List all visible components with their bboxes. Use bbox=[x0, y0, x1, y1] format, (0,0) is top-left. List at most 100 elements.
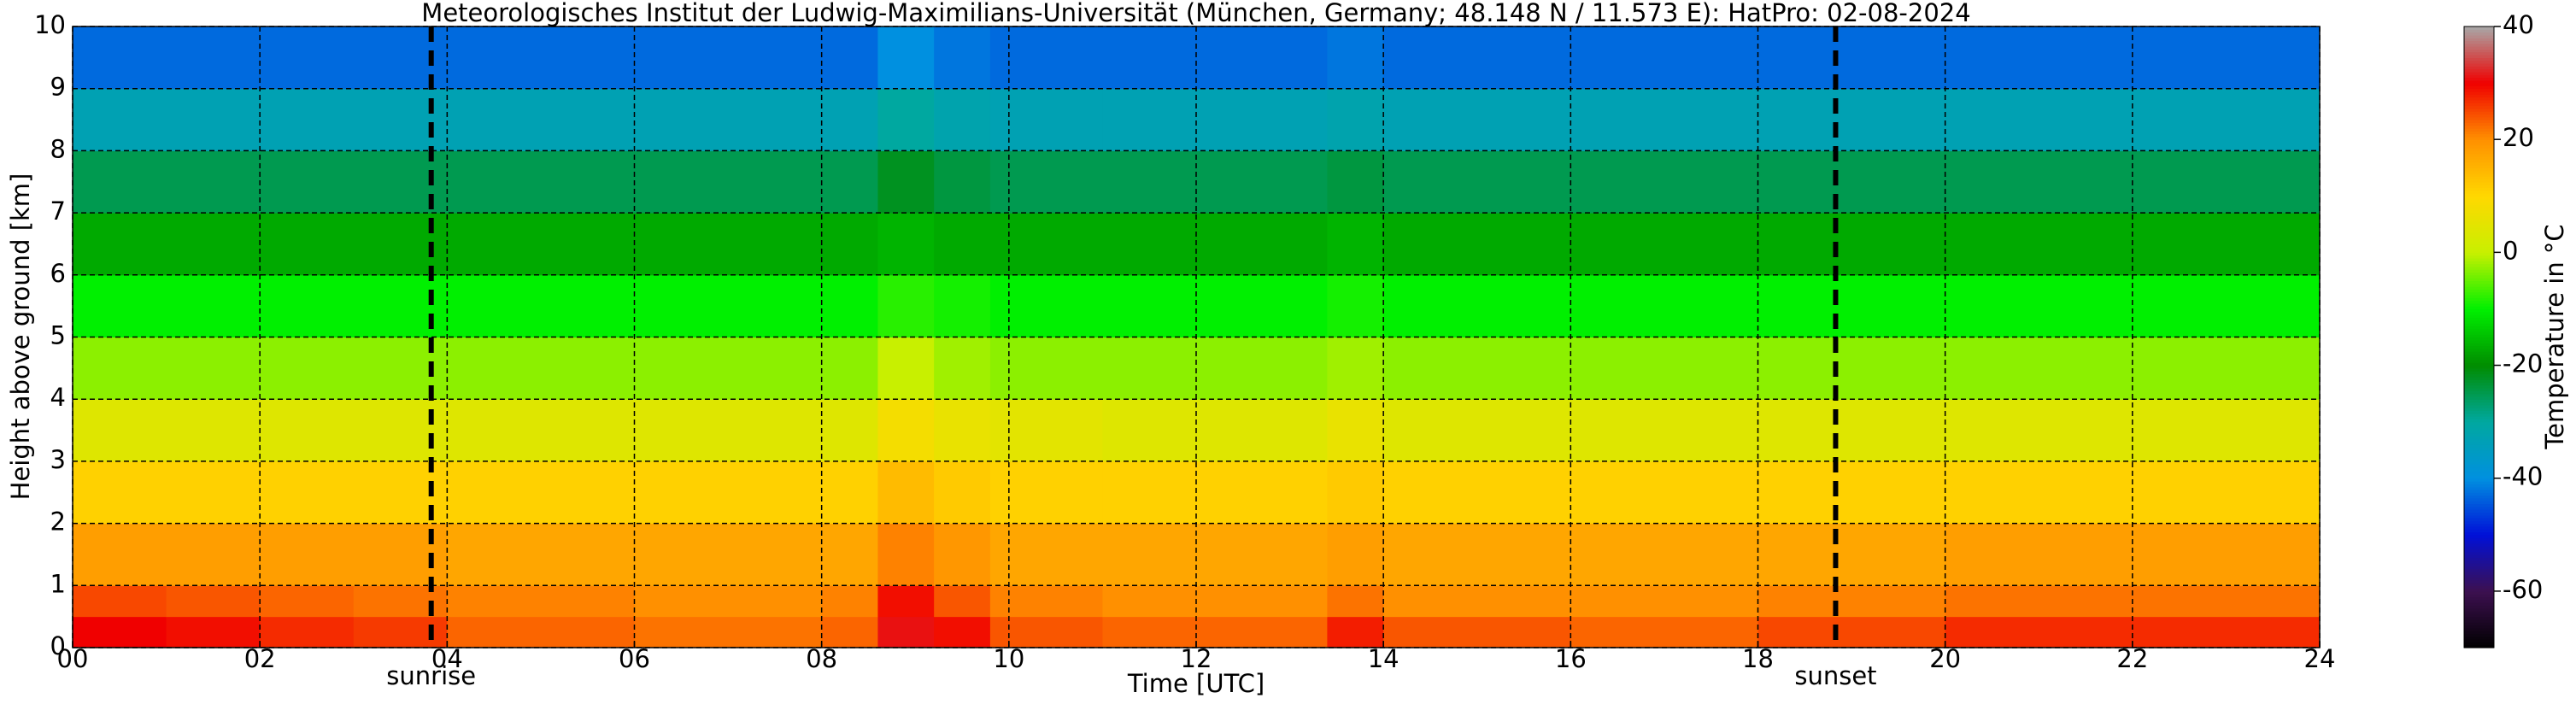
colorbar-segment bbox=[2464, 278, 2494, 282]
colorbar-segment bbox=[2464, 579, 2494, 584]
colorbar-segment bbox=[2464, 529, 2494, 533]
colorbar-tick-label: -40 bbox=[2503, 462, 2543, 491]
heatmap-cell bbox=[877, 585, 935, 618]
colorbar-segment bbox=[2464, 136, 2494, 140]
heatmap-cell bbox=[447, 150, 635, 214]
heatmap-cell bbox=[2132, 26, 2321, 90]
colorbar-segment bbox=[2464, 74, 2494, 79]
heatmap-cell bbox=[877, 461, 935, 525]
heatmap-cell bbox=[1102, 26, 1328, 90]
colorbar-segment bbox=[2464, 619, 2494, 623]
colorbar-segment bbox=[2464, 384, 2494, 389]
heatmap-cell bbox=[934, 461, 991, 525]
colorbar-segment bbox=[2464, 590, 2494, 595]
y-tick-label: 5 bbox=[50, 321, 66, 350]
colorbar-segment bbox=[2464, 540, 2494, 544]
heatmap-cell bbox=[260, 585, 355, 618]
colorbar-segment bbox=[2464, 568, 2494, 572]
heatmap-cell bbox=[1327, 461, 1384, 525]
colorbar-segment bbox=[2464, 582, 2494, 586]
colorbar-segment bbox=[2464, 616, 2494, 620]
colorbar-segment bbox=[2464, 289, 2494, 293]
colorbar-segment bbox=[2464, 525, 2494, 530]
colorbar-segment bbox=[2464, 66, 2494, 70]
heatmap-cell bbox=[260, 523, 355, 586]
x-tick-label: 14 bbox=[1368, 644, 1399, 673]
heatmap-cell bbox=[1383, 213, 1571, 276]
heatmap-cell bbox=[166, 523, 261, 586]
heatmap-cell bbox=[1327, 26, 1384, 90]
heatmap-cell bbox=[73, 150, 167, 214]
colorbar-segment bbox=[2464, 161, 2494, 166]
heatmap-cell bbox=[821, 523, 878, 586]
colorbar-segment bbox=[2464, 83, 2494, 86]
colorbar-segment bbox=[2464, 365, 2494, 369]
colorbar-segment bbox=[2464, 359, 2494, 363]
colorbar-segment bbox=[2464, 60, 2494, 64]
colorbar-segment bbox=[2464, 150, 2494, 155]
heatmap-cell bbox=[2132, 461, 2321, 525]
heatmap-cell bbox=[1327, 585, 1384, 618]
colorbar-segment bbox=[2464, 430, 2494, 434]
heatmap-cell bbox=[989, 337, 1103, 400]
colorbar-segment bbox=[2464, 602, 2494, 607]
heatmap-cell bbox=[877, 88, 935, 151]
colorbar-segment bbox=[2464, 255, 2494, 259]
colorbar-segment bbox=[2464, 503, 2494, 507]
colorbar-segment bbox=[2464, 633, 2494, 637]
colorbar-segment bbox=[2464, 49, 2494, 53]
heatmap-cell bbox=[877, 399, 935, 462]
heatmap-cell bbox=[1945, 399, 2133, 462]
x-tick-label: 06 bbox=[619, 644, 650, 673]
heatmap-cell bbox=[1945, 461, 2133, 525]
heatmap-cell bbox=[1102, 150, 1328, 214]
heatmap-cell bbox=[1945, 274, 2133, 337]
colorbar-segment bbox=[2464, 486, 2494, 490]
colorbar-segment bbox=[2464, 170, 2494, 174]
heatmap-cell bbox=[166, 616, 261, 648]
colorbar-segment bbox=[2464, 625, 2494, 629]
colorbar-segment bbox=[2464, 198, 2494, 202]
heatmap-cell bbox=[1327, 616, 1384, 648]
heatmap-cell bbox=[447, 399, 635, 462]
heatmap-cell bbox=[1383, 337, 1571, 400]
colorbar-segment bbox=[2464, 272, 2494, 276]
colorbar-tick-label: -60 bbox=[2503, 575, 2543, 604]
colorbar-segment bbox=[2464, 549, 2494, 553]
colorbar-segment bbox=[2464, 291, 2494, 296]
colorbar-segment bbox=[2464, 181, 2494, 185]
colorbar-segment bbox=[2464, 501, 2494, 505]
heatmap-cell bbox=[821, 399, 878, 462]
colorbar-segment bbox=[2464, 348, 2494, 352]
x-tick-label: 10 bbox=[993, 644, 1024, 673]
colorbar-segment bbox=[2464, 631, 2494, 635]
colorbar-segment bbox=[2464, 444, 2494, 448]
colorbar-segment bbox=[2464, 627, 2494, 631]
heatmap-cell bbox=[1757, 616, 1946, 648]
colorbar-segment bbox=[2464, 111, 2494, 115]
heatmap-cell bbox=[166, 213, 261, 276]
colorbar-segment bbox=[2464, 241, 2494, 245]
heatmap-cell bbox=[2132, 399, 2321, 462]
colorbar-segment bbox=[2464, 131, 2494, 135]
colorbar-segment bbox=[2464, 546, 2494, 549]
heatmap-cell bbox=[2132, 274, 2321, 337]
colorbar-segment bbox=[2464, 611, 2494, 614]
x-tick-label: 22 bbox=[2116, 644, 2148, 673]
colorbar-segment bbox=[2464, 523, 2494, 527]
colorbar-segment bbox=[2464, 40, 2494, 44]
colorbar-segment bbox=[2464, 639, 2494, 642]
colorbar-segment bbox=[2464, 187, 2494, 191]
heatmap-cell bbox=[634, 150, 823, 214]
heatmap-cell bbox=[2132, 213, 2321, 276]
heatmap-cell bbox=[1383, 399, 1571, 462]
heatmap-cell bbox=[821, 88, 878, 151]
heatmap-cell bbox=[934, 585, 991, 618]
colorbar-segment bbox=[2464, 514, 2494, 519]
heatmap-cell bbox=[260, 26, 355, 90]
colorbar-tick-label: -20 bbox=[2503, 349, 2543, 378]
colorbar-segment bbox=[2464, 396, 2494, 400]
colorbar-segment bbox=[2464, 261, 2494, 265]
heatmap-cell bbox=[1102, 585, 1328, 618]
colorbar-segment bbox=[2464, 38, 2494, 42]
